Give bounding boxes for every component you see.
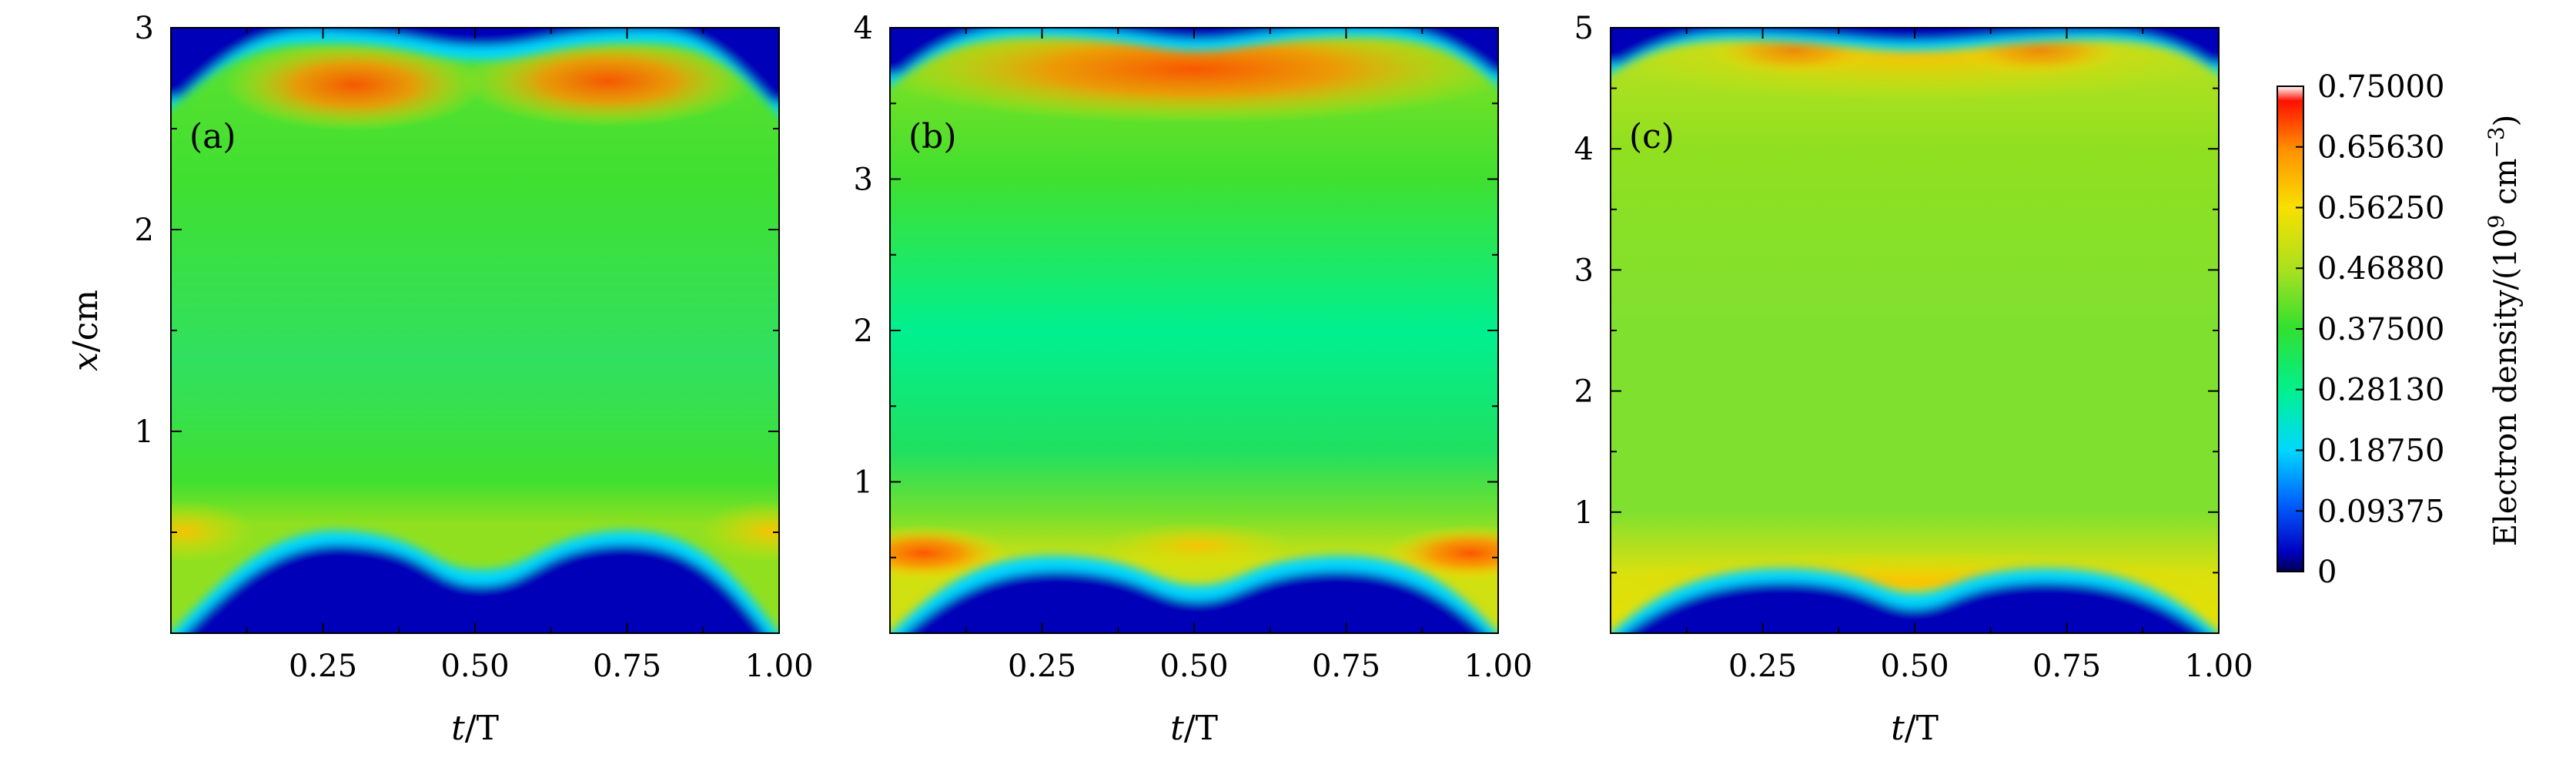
panel-a-warm-spot-left [171,501,254,562]
panel-b-label: (b) [908,117,957,156]
panel-b-ytick-label: 3 [854,163,873,198]
panel-b-xtick-label: 0.25 [1008,649,1076,684]
colorbar: 0.75000 0.65630 0.56250 0.46880 0.37500 0.281… [2277,69,2524,590]
panel-a-xlabel: t/T [451,709,499,748]
colorbar-tick-label: 0.28130 [2317,373,2444,408]
panel-a-warm-spot-right [701,501,779,562]
panel-b-xlabel: t/T [1170,709,1218,748]
panel-a-label: (a) [189,117,236,156]
colorbar-tick-label: 0.75000 [2317,69,2444,105]
panel-c-ytick-label: 4 [1574,132,1594,167]
panel-c-warm-band [1611,28,2219,102]
panel-c-heatmap [1611,28,2219,633]
panel-c-high-density-region [1611,28,2219,74]
colorbar-tick-label: 0.37500 [2317,312,2444,347]
colorbar-tick-label: 0.18750 [2317,434,2444,469]
panel-a-ytick-label: 1 [135,414,154,450]
panel-c-xtick-label: 0.50 [1880,649,1949,684]
panel-c-ytick-label: 2 [1574,374,1594,410]
panel-b-warm-spot-mid [1106,522,1290,568]
panel-c-ytick-label: 5 [1574,11,1594,46]
panel-b-xtick-label: 1.00 [1464,649,1532,684]
colorbar-tick-label: 0.56250 [2317,191,2444,226]
panel-c-xtick-label: 0.75 [2032,649,2101,684]
panel-a-xtick-label: 0.75 [593,649,661,684]
panel-c-ytick-label: 1 [1574,495,1594,531]
panel-c: 0.25 0.50 0.75 1.00 1 2 3 4 5 (c) t/T [1574,11,2253,748]
panel-b-warm-spot-right [1386,525,1498,581]
panel-c-xlabel: t/T [1891,709,1939,748]
panel-b-warm-spot-left [890,525,1009,581]
panel-b-hot-band [890,28,1498,123]
panel-a-xtick-label: 1.00 [744,649,813,684]
colorbar-tick-label: 0 [2317,555,2337,590]
colorbar-tick-label: 0.65630 [2317,130,2444,166]
panel-b: 0.25 0.50 0.75 1.00 1 2 3 4 (b) t/T [854,11,1533,748]
panel-a-heatmap [171,28,779,633]
panel-b-ytick-label: 4 [854,11,873,46]
colorbar-tick-label: 0.46880 [2317,251,2444,287]
panel-b-ytick-label: 2 [854,314,873,349]
colorbar-title: Electron density/(109 cm−3) [2484,115,2524,547]
panel-a-xtick-label: 0.50 [440,649,509,684]
panel-b-heatmap [890,28,1498,633]
panel-b-xtick-label: 0.75 [1312,649,1380,684]
panel-a: 0.25 0.50 0.75 1.00 1 2 3 (a) t/T x/cm [66,11,814,748]
panel-a-hot-band-left [223,39,485,131]
panel-a-ylabel: x/cm [66,290,105,371]
panel-c-label: (c) [1629,117,1674,156]
panel-c-xtick-label: 1.00 [2184,649,2253,684]
panel-a-xtick-label: 0.25 [289,649,357,684]
panel-b-ytick-label: 1 [854,465,873,501]
panel-a-hot-band-right [462,35,754,127]
panel-a-ytick-label: 3 [135,11,154,46]
panel-c-xtick-label: 0.25 [1728,649,1797,684]
panel-a-ytick-label: 2 [135,213,154,248]
panel-b-xtick-label: 0.50 [1159,649,1228,684]
colorbar-tick-label: 0.09375 [2317,494,2444,529]
panel-c-ytick-label: 3 [1574,253,1594,288]
